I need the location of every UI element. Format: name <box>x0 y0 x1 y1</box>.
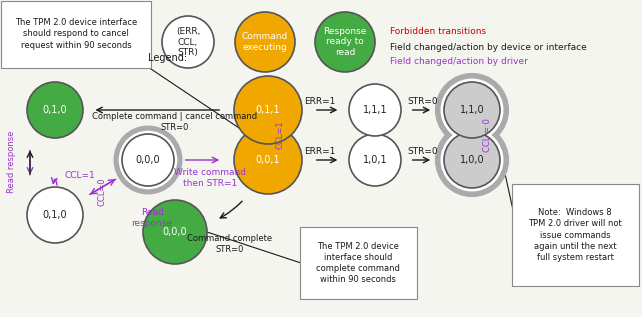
Text: Note:  Windows 8
TPM 2.0 driver will not
issue commands
again until the next
ful: Note: Windows 8 TPM 2.0 driver will not … <box>528 208 622 262</box>
Text: Read
response: Read response <box>132 208 173 228</box>
Text: CCL=0: CCL=0 <box>98 178 107 206</box>
Text: STR=0: STR=0 <box>408 98 438 107</box>
Ellipse shape <box>444 132 500 188</box>
Text: CCL = 0: CCL = 0 <box>483 118 492 152</box>
Ellipse shape <box>349 134 401 186</box>
Text: 0,1,1: 0,1,1 <box>256 105 281 115</box>
Text: 1,1,1: 1,1,1 <box>363 105 387 115</box>
Ellipse shape <box>122 134 174 186</box>
Text: Response
ready to
read: Response ready to read <box>324 27 367 57</box>
Ellipse shape <box>27 82 83 138</box>
Ellipse shape <box>235 12 295 72</box>
Ellipse shape <box>441 129 503 191</box>
Text: (ERR,
CCL,
STR): (ERR, CCL, STR) <box>176 27 200 57</box>
Text: ERR=1: ERR=1 <box>304 98 336 107</box>
Text: Command
executing: Command executing <box>242 32 288 52</box>
Text: The TPM 2.0 device interface
should respond to cancel
request within 90 seconds: The TPM 2.0 device interface should resp… <box>15 18 137 49</box>
Text: Field changed/action by device or interface: Field changed/action by device or interf… <box>390 42 587 51</box>
Ellipse shape <box>436 74 508 146</box>
Ellipse shape <box>119 132 177 189</box>
Text: Read response: Read response <box>8 131 17 193</box>
Ellipse shape <box>114 126 182 194</box>
FancyBboxPatch shape <box>1 1 151 68</box>
Text: CCL=1: CCL=1 <box>65 171 96 179</box>
Ellipse shape <box>349 84 401 136</box>
Text: The TPM 2.0 device
interface should
complete command
within 90 seconds: The TPM 2.0 device interface should comp… <box>316 242 400 284</box>
FancyBboxPatch shape <box>300 227 417 299</box>
Text: Forbidden transitions: Forbidden transitions <box>390 28 486 36</box>
Text: 1,0,1: 1,0,1 <box>363 155 387 165</box>
Text: 0,0,0: 0,0,0 <box>135 155 160 165</box>
Text: CCL=1: CCL=1 <box>275 121 284 149</box>
Ellipse shape <box>234 126 302 194</box>
Text: 0,0,1: 0,0,1 <box>256 155 281 165</box>
Ellipse shape <box>436 124 508 197</box>
Text: 1,0,0: 1,0,0 <box>460 155 484 165</box>
Text: Complete command | cancel command
STR=0: Complete command | cancel command STR=0 <box>92 112 257 132</box>
Ellipse shape <box>27 187 83 243</box>
Text: 1,1,0: 1,1,0 <box>460 105 484 115</box>
Ellipse shape <box>444 82 500 138</box>
Text: 0,0,0: 0,0,0 <box>162 227 187 237</box>
FancyBboxPatch shape <box>512 184 639 286</box>
Text: 0,1,0: 0,1,0 <box>42 210 67 220</box>
Ellipse shape <box>441 79 503 141</box>
Ellipse shape <box>234 76 302 144</box>
Text: Command complete
STR=0: Command complete STR=0 <box>187 234 273 254</box>
Ellipse shape <box>143 200 207 264</box>
Text: Field changed/action by driver: Field changed/action by driver <box>390 57 528 67</box>
Text: Legend:: Legend: <box>148 53 187 63</box>
Ellipse shape <box>162 16 214 68</box>
Text: Write command
then STR=1: Write command then STR=1 <box>174 168 246 188</box>
Text: STR=0: STR=0 <box>408 147 438 157</box>
Text: 0,1,0: 0,1,0 <box>42 105 67 115</box>
Ellipse shape <box>315 12 375 72</box>
Text: ERR=1: ERR=1 <box>304 147 336 157</box>
